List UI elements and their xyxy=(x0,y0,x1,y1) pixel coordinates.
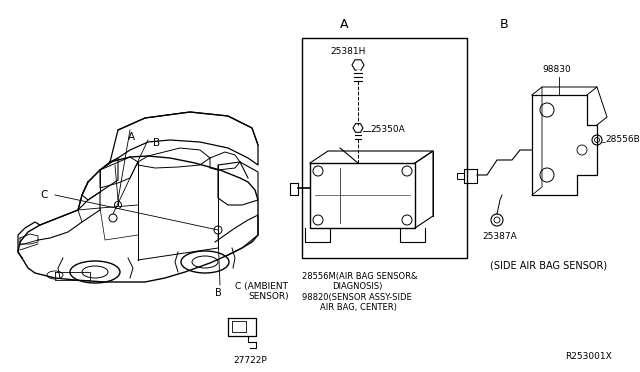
Text: 25387A: 25387A xyxy=(482,232,516,241)
Text: C (AMBIENT: C (AMBIENT xyxy=(235,282,288,291)
Text: B: B xyxy=(215,288,221,298)
Text: 28556M(AIR BAG SENSOR&: 28556M(AIR BAG SENSOR& xyxy=(302,272,417,281)
Text: A: A xyxy=(128,132,135,142)
Bar xyxy=(302,38,467,258)
Text: C: C xyxy=(40,190,48,200)
Text: 98820(SENSOR ASSY-SIDE: 98820(SENSOR ASSY-SIDE xyxy=(302,293,412,302)
Text: SENSOR): SENSOR) xyxy=(248,292,289,301)
Text: (SIDE AIR BAG SENSOR): (SIDE AIR BAG SENSOR) xyxy=(490,260,607,270)
Text: B: B xyxy=(500,18,509,31)
Text: R253001X: R253001X xyxy=(565,352,612,361)
Text: AIR BAG, CENTER): AIR BAG, CENTER) xyxy=(320,303,397,312)
Text: 25381H: 25381H xyxy=(330,47,365,56)
Text: 27722P: 27722P xyxy=(233,356,267,365)
Text: 28556B: 28556B xyxy=(605,135,640,144)
Text: B: B xyxy=(153,138,160,148)
Text: 98830: 98830 xyxy=(542,65,571,74)
Text: A: A xyxy=(340,18,349,31)
Text: DIAGNOSIS): DIAGNOSIS) xyxy=(332,282,382,291)
Text: 25350A: 25350A xyxy=(370,125,404,134)
